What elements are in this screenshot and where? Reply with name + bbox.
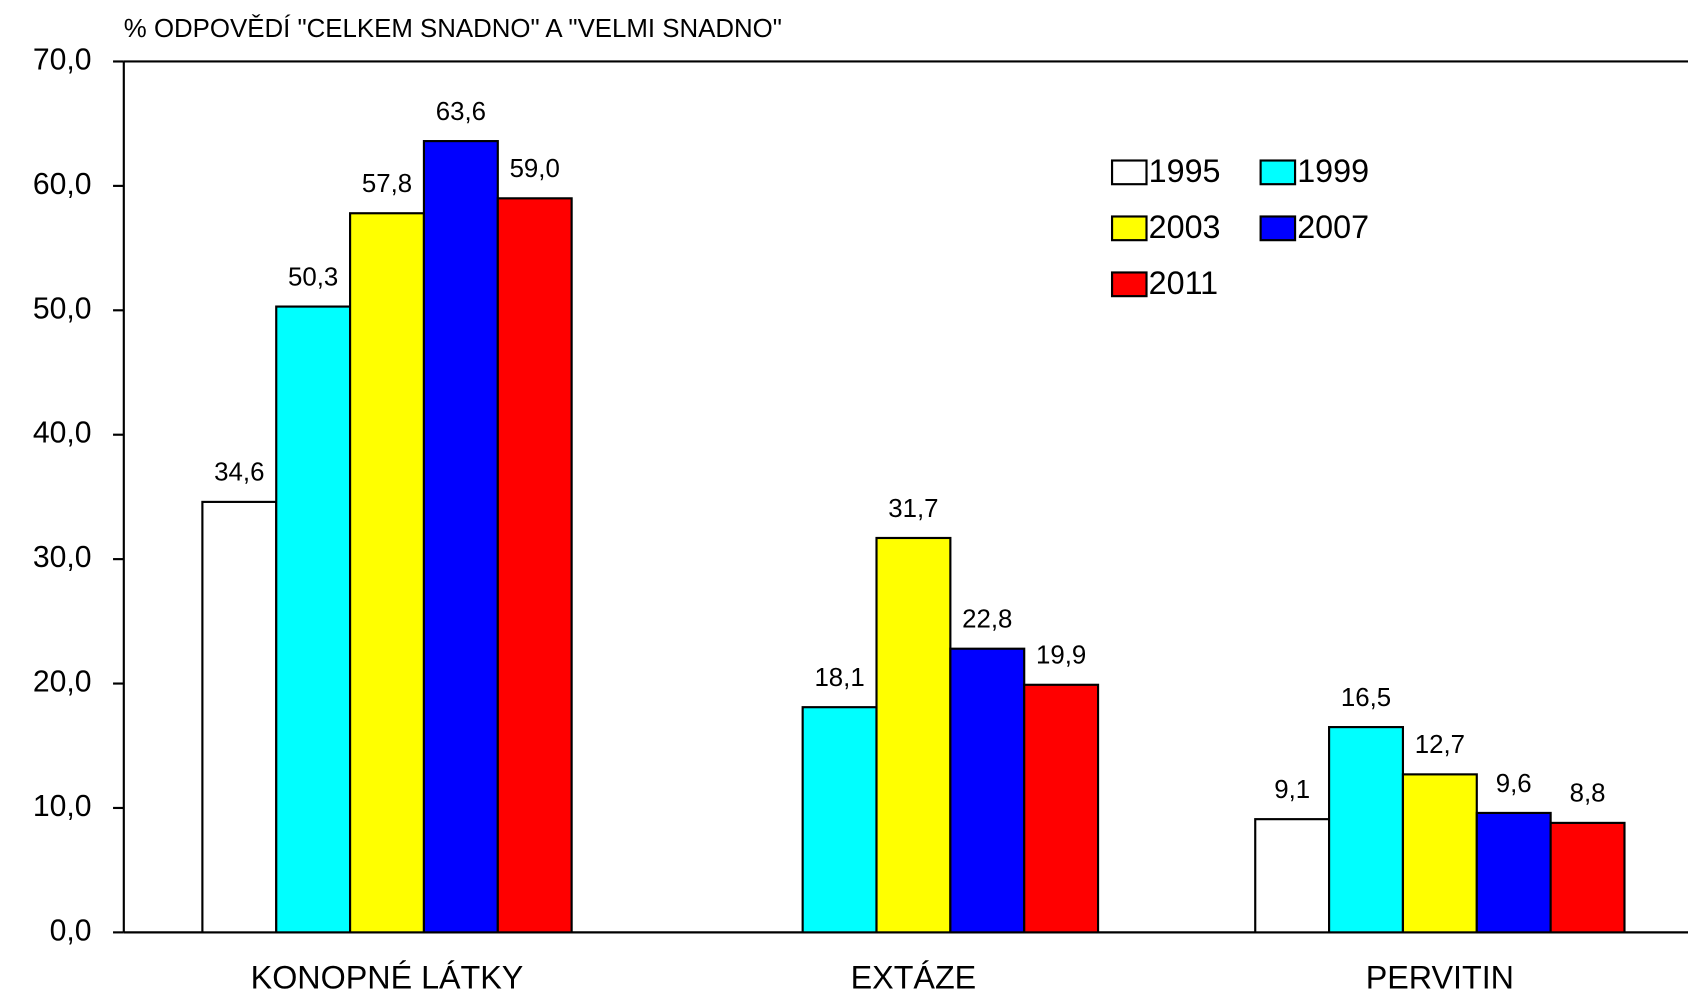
bar bbox=[349, 212, 426, 934]
value-label: 59,0 bbox=[510, 155, 560, 183]
bar bbox=[201, 500, 278, 934]
legend-swatch bbox=[1110, 159, 1148, 186]
legend-label: 2011 bbox=[1149, 265, 1218, 301]
x-tick-label: EXTÁZE bbox=[851, 959, 977, 995]
y-tick-label: 40,0 bbox=[33, 417, 92, 450]
y-tick-label: 30,0 bbox=[33, 541, 92, 574]
y-tick-label: 20,0 bbox=[33, 666, 92, 699]
chart-title: % ODPOVĚDÍ "CELKEM SNADNO" A "VELMI SNAD… bbox=[124, 14, 782, 43]
bar bbox=[275, 305, 352, 934]
bar bbox=[1023, 683, 1100, 934]
value-label: 63,6 bbox=[436, 98, 486, 126]
legend-label: 2003 bbox=[1149, 209, 1221, 245]
value-label: 22,8 bbox=[962, 606, 1012, 634]
value-label: 31,7 bbox=[888, 495, 938, 523]
value-label: 9,1 bbox=[1274, 776, 1310, 804]
value-label: 8,8 bbox=[1570, 780, 1606, 808]
bar bbox=[1254, 818, 1331, 934]
legend-label: 2007 bbox=[1297, 209, 1369, 245]
y-tick-label: 60,0 bbox=[33, 168, 92, 201]
bar bbox=[801, 706, 878, 934]
legend-swatch bbox=[1110, 271, 1148, 298]
value-label: 50,3 bbox=[288, 263, 338, 291]
bar bbox=[1475, 811, 1552, 934]
y-tick-label: 70,0 bbox=[33, 43, 92, 76]
x-tick-label: PERVITIN bbox=[1366, 959, 1514, 995]
legend-swatch bbox=[1259, 159, 1297, 186]
bar bbox=[1549, 821, 1626, 934]
bar bbox=[1401, 773, 1478, 934]
value-label: 16,5 bbox=[1341, 684, 1391, 712]
y-tick-label: 10,0 bbox=[33, 790, 92, 823]
value-label: 18,1 bbox=[814, 664, 864, 692]
legend-label: 1999 bbox=[1297, 153, 1369, 189]
value-label: 9,6 bbox=[1496, 770, 1532, 798]
legend-label: 1995 bbox=[1149, 153, 1221, 189]
y-tick-label: 50,0 bbox=[33, 292, 92, 325]
bar bbox=[496, 197, 573, 934]
bar bbox=[949, 647, 1026, 934]
value-label: 57,8 bbox=[362, 170, 412, 198]
bar bbox=[875, 536, 952, 934]
bar bbox=[1328, 726, 1405, 934]
bar bbox=[422, 140, 499, 934]
legend-swatch bbox=[1110, 215, 1148, 242]
value-label: 12,7 bbox=[1415, 731, 1465, 759]
y-tick-label: 0,0 bbox=[50, 914, 92, 947]
value-label: 19,9 bbox=[1036, 642, 1086, 670]
value-label: 34,6 bbox=[214, 459, 264, 487]
x-tick-label: KONOPNÉ LÁTKY bbox=[251, 959, 524, 995]
legend-swatch bbox=[1259, 215, 1297, 242]
